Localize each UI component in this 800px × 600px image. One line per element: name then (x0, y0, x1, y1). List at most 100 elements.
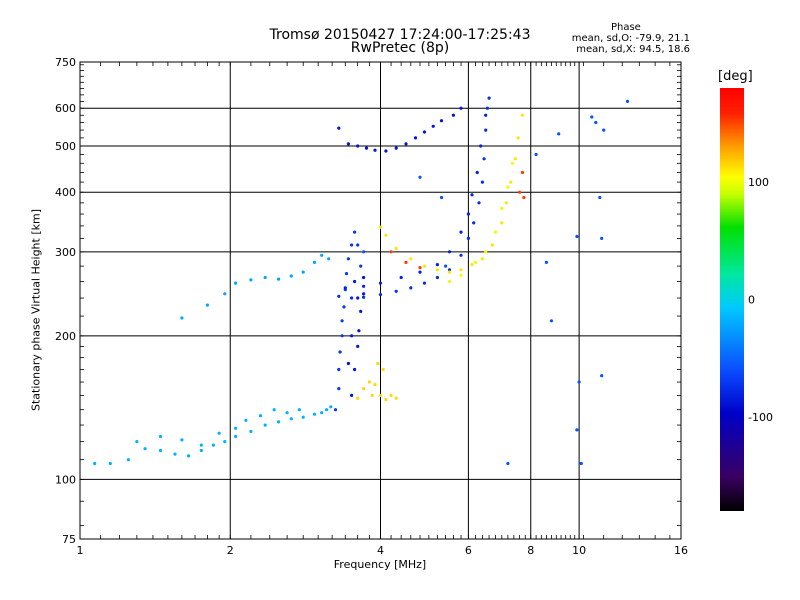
data-point (373, 148, 377, 152)
data-point (439, 119, 444, 123)
data-point (337, 126, 341, 130)
x-tick-label: 1 (77, 544, 84, 557)
data-point (223, 440, 227, 444)
series-group (93, 405, 333, 466)
data-point (399, 275, 403, 280)
data-point (459, 273, 463, 277)
data-point (484, 128, 488, 132)
data-point (490, 243, 494, 247)
data-point (359, 309, 363, 313)
data-point (234, 426, 238, 430)
data-point (234, 434, 238, 439)
data-point (272, 408, 276, 412)
data-point (158, 434, 163, 439)
phase-colorbar (720, 88, 744, 511)
data-point (199, 443, 203, 447)
data-point (439, 195, 444, 200)
data-point (487, 96, 491, 100)
data-point (518, 190, 522, 194)
data-point (447, 270, 452, 274)
y-tick-label: 600 (55, 102, 76, 115)
data-point (378, 281, 383, 285)
data-point (394, 246, 398, 250)
data-point (470, 193, 474, 197)
data-point (312, 260, 317, 264)
data-point (217, 431, 221, 435)
series-group (343, 113, 488, 290)
data-point (381, 367, 385, 372)
data-point (500, 221, 504, 225)
data-point (337, 294, 341, 298)
data-point (346, 142, 350, 146)
data-point (93, 461, 97, 466)
data-point (477, 201, 481, 205)
data-point (346, 361, 350, 366)
phase-stats: Phase mean, sd,O: -79.9, 21.1 mean, sd,X… (572, 22, 690, 55)
chart-subtitle: RwPretec (8p) (350, 40, 450, 56)
data-point (384, 233, 388, 237)
phase-x-label: mean, sd,X: (576, 44, 636, 55)
data-point (350, 243, 354, 247)
data-point (342, 305, 346, 309)
x-tick-label: 10 (572, 544, 586, 557)
data-point (353, 367, 357, 372)
series-group (389, 170, 526, 270)
data-point (447, 250, 452, 254)
data-point (520, 113, 525, 117)
series-group (362, 99, 630, 466)
data-point (479, 144, 483, 148)
data-point (362, 295, 366, 299)
data-point (289, 274, 293, 278)
data-point (126, 458, 130, 462)
data-point (344, 272, 349, 276)
data-point (367, 380, 371, 384)
data-point (329, 405, 333, 409)
data-point (277, 420, 281, 424)
y-tick-label: 300 (55, 246, 76, 259)
data-point (359, 264, 363, 268)
data-point (625, 99, 630, 103)
data-point (108, 461, 112, 466)
data-point (249, 278, 253, 282)
data-point (362, 292, 366, 296)
data-point (513, 157, 517, 161)
data-point (435, 263, 439, 267)
data-point (356, 296, 360, 300)
series-group (337, 106, 463, 153)
y-tick-label: 750 (55, 56, 76, 69)
data-point (557, 132, 561, 136)
data-point (289, 417, 293, 421)
data-point (506, 461, 510, 466)
data-point (384, 149, 388, 153)
data-point (475, 170, 479, 175)
series-group (356, 361, 398, 402)
data-point (378, 393, 383, 397)
series-group (346, 275, 366, 397)
data-point (459, 268, 463, 272)
data-point (394, 146, 398, 150)
series-group (135, 408, 301, 447)
data-point (472, 221, 476, 225)
data-point (435, 268, 439, 272)
data-point (158, 448, 163, 453)
data-point (211, 443, 215, 447)
data-point (337, 387, 341, 391)
data-point (598, 195, 602, 200)
data-point (485, 106, 489, 110)
data-point (285, 411, 289, 415)
data-point (187, 454, 191, 458)
colorbar-unit: [deg] (718, 69, 753, 84)
data-point (590, 115, 594, 119)
data-point (544, 260, 549, 264)
data-point (418, 175, 422, 179)
x-tick-label: 16 (674, 544, 688, 557)
data-point (394, 396, 398, 400)
data-point (340, 334, 344, 338)
data-point (480, 180, 484, 184)
data-point (378, 225, 383, 229)
data-point (384, 398, 388, 402)
data-point (575, 428, 579, 432)
data-point (516, 136, 520, 140)
data-point (459, 253, 463, 257)
data-point (431, 124, 435, 128)
